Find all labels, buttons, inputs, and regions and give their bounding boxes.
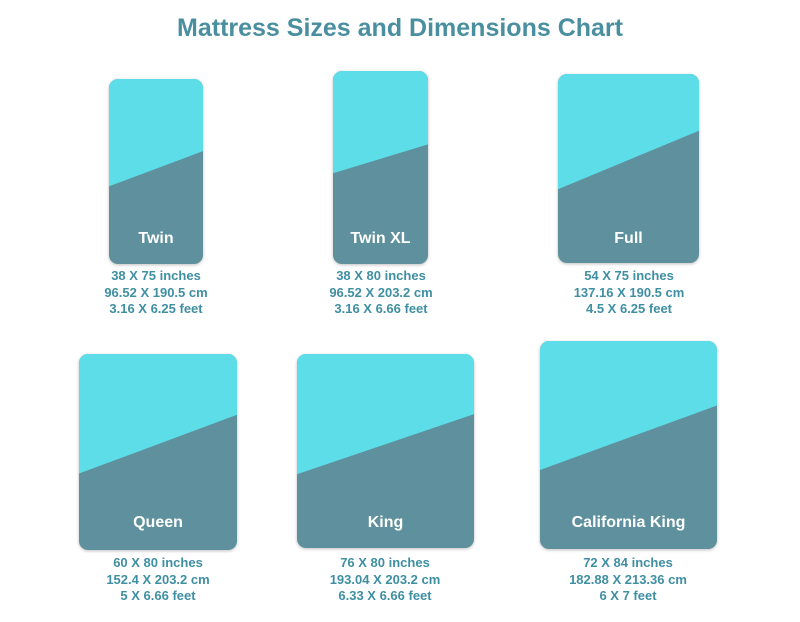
mattress-label: Full	[614, 230, 643, 247]
dimensions-california-king: 72 X 84 inches 182.88 X 213.36 cm 6 X 7 …	[528, 555, 728, 605]
mattress-label: Twin	[138, 230, 174, 247]
inches: 60 X 80 inches	[113, 555, 203, 570]
inches: 54 X 75 inches	[584, 268, 674, 283]
cm: 96.52 X 203.2 cm	[329, 284, 433, 300]
dimensions-twin-xl: 38 X 80 inches 96.52 X 203.2 cm 3.16 X 6…	[281, 268, 481, 318]
inches: 38 X 80 inches	[336, 268, 426, 283]
cm: 96.52 X 190.5 cm	[104, 284, 208, 300]
mattress-label: California King	[571, 514, 686, 531]
mattress-label: Twin XL	[350, 230, 411, 247]
dimensions-queen: 60 X 80 inches 152.4 X 203.2 cm 5 X 6.66…	[58, 555, 258, 605]
inches: 76 X 80 inches	[340, 555, 430, 570]
cm: 182.88 X 213.36 cm	[569, 571, 687, 587]
mattress-california-king: California King	[540, 341, 717, 549]
chart-title: Mattress Sizes and Dimensions Chart	[177, 14, 623, 42]
mattress-king: King	[297, 354, 474, 548]
inches: 72 X 84 inches	[583, 555, 673, 570]
mattress-queen: Queen	[79, 354, 237, 550]
dimensions-twin: 38 X 75 inches 96.52 X 190.5 cm 3.16 X 6…	[56, 268, 256, 318]
feet: 6 X 7 feet	[599, 588, 657, 603]
inches: 38 X 75 inches	[111, 268, 201, 283]
feet: 5 X 6.66 feet	[120, 588, 196, 603]
dimensions-full: 54 X 75 inches 137.16 X 190.5 cm 4.5 X 6…	[529, 268, 729, 318]
mattress-full: Full	[558, 74, 699, 263]
feet: 4.5 X 6.25 feet	[586, 301, 672, 316]
feet: 3.16 X 6.66 feet	[334, 301, 428, 316]
cm: 137.16 X 190.5 cm	[573, 284, 685, 300]
cm: 193.04 X 203.2 cm	[329, 571, 441, 587]
dimensions-king: 76 X 80 inches 193.04 X 203.2 cm 6.33 X …	[285, 555, 485, 605]
mattress-label: King	[367, 514, 404, 531]
mattress-twin-xl: Twin XL	[333, 71, 428, 264]
mattress-twin: Twin	[109, 79, 203, 264]
cm: 152.4 X 203.2 cm	[106, 571, 210, 587]
mattress-label: Queen	[133, 514, 183, 531]
feet: 6.33 X 6.66 feet	[338, 588, 432, 603]
feet: 3.16 X 6.25 feet	[109, 301, 203, 316]
